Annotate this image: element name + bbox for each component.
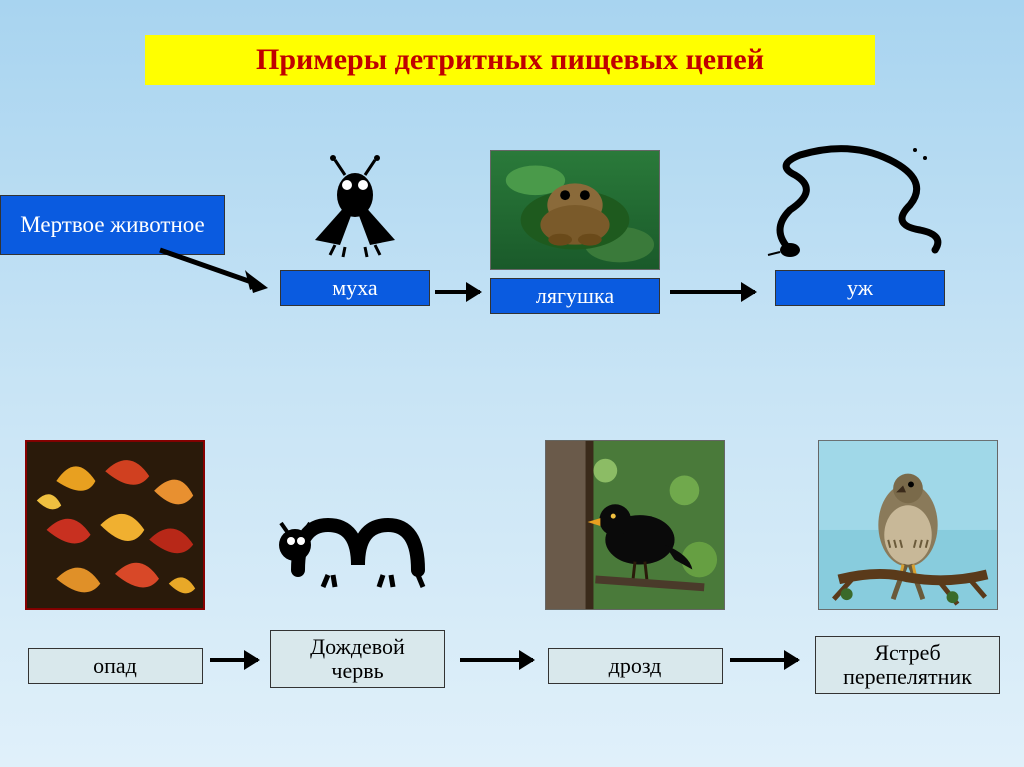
chain2-blackbird-label: дрозд — [548, 648, 723, 684]
frog-icon — [490, 150, 660, 270]
chain2-hawk-label-l2: перепелятник — [843, 664, 972, 689]
hawk-icon — [818, 440, 998, 610]
chain2-worm-label-l2: червь — [331, 658, 383, 683]
arrow-frog-to-snake — [670, 290, 755, 294]
chain2-leaves-label: опад — [28, 648, 203, 684]
fly-icon — [290, 150, 420, 270]
chain1-snake-label: уж — [775, 270, 945, 306]
snake-icon — [760, 130, 960, 270]
chain2-blackbird: дрозд — [545, 440, 725, 684]
chain2-hawk-label: Ястреб перепелятник — [815, 636, 1000, 694]
chain2-worm-label: Дождевой червь — [270, 630, 445, 688]
chain1-frog-label: лягушка — [490, 278, 660, 314]
chain2-leaves: опад — [25, 440, 205, 684]
chain2-worm: Дождевой червь — [270, 470, 445, 688]
chain1-fly-label: муха — [280, 270, 430, 306]
chain1-fly: муха — [280, 150, 430, 306]
chain1-snake: уж — [760, 130, 960, 306]
arrow-worm-to-blackbird — [460, 658, 533, 662]
arrow-leaves-to-worm — [210, 658, 258, 662]
worm-icon — [270, 470, 445, 610]
chain2-hawk: Ястреб перепелятник — [815, 440, 1000, 694]
page-title: Примеры детритных пищевых цепей — [145, 35, 875, 85]
blackbird-icon — [545, 440, 725, 610]
chain1-frog: лягушка — [490, 150, 660, 314]
arrow-fly-to-frog — [435, 290, 480, 294]
chain2-worm-label-l1: Дождевой — [310, 634, 405, 659]
leaves-icon — [25, 440, 205, 610]
arrow-blackbird-to-hawk — [730, 658, 798, 662]
chain2-hawk-label-l1: Ястреб — [874, 640, 940, 665]
arrow-start-to-fly — [150, 235, 300, 305]
